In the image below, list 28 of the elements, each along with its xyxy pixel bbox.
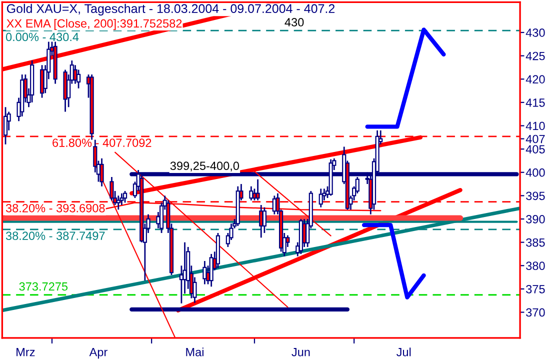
chart-title: Gold XAU=X, Tageschart - 18.03.2004 - 09.07.2004 - 407.2 (6, 4, 335, 16)
annotation: 373.7275 (19, 282, 68, 291)
y-tick-label: 405 (526, 145, 545, 154)
annotation: 399,25-400,0 (170, 162, 240, 172)
annotation: 0.00% - 430.4 (6, 32, 79, 42)
y-tick-label: 385 (526, 238, 545, 247)
y-tick-label: 420 (526, 75, 545, 84)
y-tick-label: 370 (526, 308, 545, 317)
x-tick-label: Jun (292, 348, 310, 356)
y-tick-label: 400 (526, 168, 545, 177)
x-tick-label: Apr (89, 348, 108, 359)
annotation: 38.20% - 387.7497 (6, 232, 105, 240)
annotation: 430 (284, 18, 304, 26)
y-tick-label: 410 (526, 122, 545, 130)
annotation: 38.20% - 393.6908 (6, 204, 105, 212)
annotation: 61.80% - 407.7092 (52, 138, 152, 147)
y-tick-label: 415 (526, 98, 545, 107)
x-tick-label: Mrz (16, 348, 35, 356)
y-tick-label: 425 (526, 52, 545, 60)
y-tick-label: 380 (526, 262, 545, 270)
text: XX EMA [Close, 200]:391.752582 (6, 18, 182, 30)
x-tick-label: Jul (396, 348, 411, 356)
y-tick-label: 390 (526, 215, 545, 224)
y-tick-label: 375 (526, 284, 545, 294)
x-tick-label: Mai (186, 348, 204, 356)
y-tick-label: 430 (526, 28, 545, 37)
y-tick-label: 407 (526, 134, 545, 144)
y-tick-label: 395 (526, 192, 545, 200)
